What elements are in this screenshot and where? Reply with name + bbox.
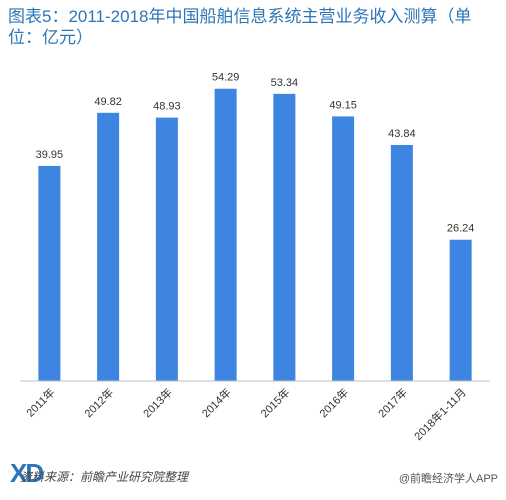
category-label-5: 2016年 bbox=[316, 385, 351, 420]
chart-title: 图表5：2011-2018年中国船舶信息系统主营业务收入测算（单位：亿元） bbox=[8, 7, 472, 47]
bar-5 bbox=[332, 116, 355, 381]
category-label-2: 2013年 bbox=[140, 385, 175, 420]
data-label-2: 48.93 bbox=[153, 101, 181, 113]
data-label-3: 54.29 bbox=[212, 72, 240, 84]
data-label-0: 39.95 bbox=[36, 149, 64, 161]
category-label-6: 2017年 bbox=[375, 385, 410, 420]
bars-layer bbox=[38, 88, 472, 381]
publisher-credit: @前瞻经济学人APP bbox=[398, 473, 498, 485]
bar-6 bbox=[390, 144, 413, 381]
bar-4 bbox=[273, 93, 296, 381]
data-label-4: 53.34 bbox=[271, 77, 299, 89]
bar-2 bbox=[155, 117, 178, 381]
category-label-0: 2011年 bbox=[23, 385, 57, 419]
category-label-1: 2012年 bbox=[81, 385, 116, 420]
source-logo: XD bbox=[10, 458, 44, 488]
bar-0 bbox=[38, 165, 61, 381]
source-note: 资料来源：前瞻产业研究院整理 bbox=[20, 470, 189, 484]
data-label-6: 43.84 bbox=[388, 128, 416, 140]
category-label-4: 2015年 bbox=[258, 385, 293, 420]
bar-3 bbox=[214, 88, 237, 381]
bar-7 bbox=[449, 239, 472, 381]
data-label-7: 26.24 bbox=[447, 223, 475, 235]
data-label-5: 49.15 bbox=[329, 99, 357, 111]
category-label-7: 2018年1-11月 bbox=[411, 385, 469, 443]
data-label-1: 49.82 bbox=[94, 96, 122, 108]
bar-1 bbox=[97, 112, 120, 381]
category-label-3: 2014年 bbox=[199, 385, 234, 420]
